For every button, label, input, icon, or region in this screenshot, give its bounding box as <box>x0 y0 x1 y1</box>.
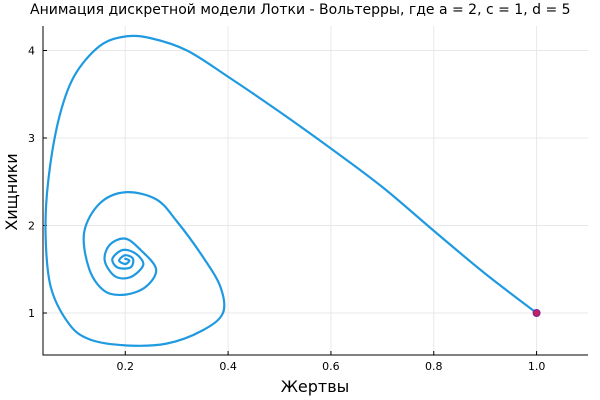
x-tick-label: 0.8 <box>425 360 443 373</box>
x-tick-label: 1.0 <box>528 360 546 373</box>
x-tick-label: 0.6 <box>322 360 340 373</box>
y-tick-label: 3 <box>28 132 35 145</box>
y-tick-label: 1 <box>28 307 35 320</box>
y-axis: 1 2 3 4 <box>28 45 47 320</box>
end-marker <box>532 309 541 317</box>
x-axis-label: Жертвы <box>281 377 350 396</box>
chart-title: Анимация дискретной модели Лотки - Вольт… <box>30 2 571 18</box>
y-tick-label: 2 <box>28 220 35 233</box>
x-axis: 0.2 0.4 0.6 0.8 1.0 <box>117 351 546 373</box>
x-tick-label: 0.2 <box>117 360 135 373</box>
x-tick-label: 0.4 <box>219 360 237 373</box>
y-tick-label: 4 <box>28 45 35 58</box>
grid <box>43 26 588 355</box>
series-line <box>44 34 538 347</box>
y-axis-label: Хищники <box>2 153 21 230</box>
axes-frame <box>42 26 588 356</box>
